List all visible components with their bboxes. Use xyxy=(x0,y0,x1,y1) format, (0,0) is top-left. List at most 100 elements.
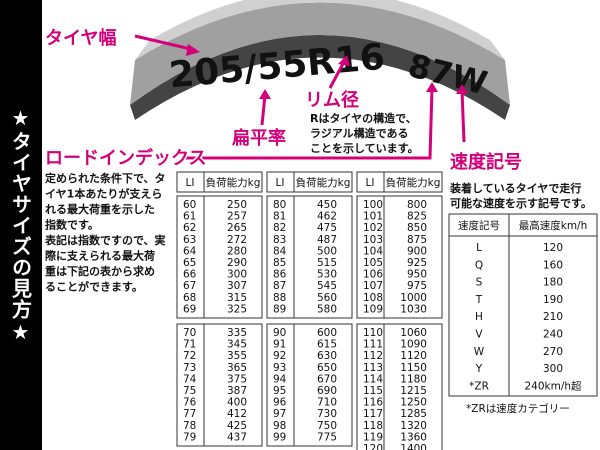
load-capacity: 690 xyxy=(317,385,337,397)
speed-symbol: V xyxy=(475,329,483,341)
load-capacity: 825 xyxy=(407,211,427,223)
load-index: 97 xyxy=(273,408,286,420)
table-block xyxy=(266,323,353,447)
load-capacity: 437 xyxy=(227,431,247,443)
load-capacity: 670 xyxy=(317,373,337,385)
load-index: 117 xyxy=(363,408,383,420)
load-capacity: 975 xyxy=(407,280,427,292)
load-index: 112 xyxy=(363,350,383,362)
load-index: 89 xyxy=(273,303,286,315)
max-speed: 240km/h超 xyxy=(524,379,582,392)
load-index: 68 xyxy=(183,292,196,304)
load-capacity: 850 xyxy=(407,222,427,234)
arrow-heads xyxy=(186,44,468,99)
load-capacity: 560 xyxy=(317,292,337,304)
load-index: 60 xyxy=(183,199,196,211)
load-index: 116 xyxy=(363,397,383,409)
load-index: 101 xyxy=(363,211,383,223)
load-capacity: 950 xyxy=(407,269,427,281)
load-index: 85 xyxy=(273,257,286,269)
side-title: ★タイヤサイズの見方★ xyxy=(0,0,42,450)
load-capacity: 300 xyxy=(227,269,247,281)
load-capacity: 1150 xyxy=(400,362,427,374)
load-index: 78 xyxy=(183,420,196,432)
label-width: タイヤ幅 xyxy=(45,27,116,49)
load-capacity: 775 xyxy=(317,431,337,443)
load-index: 102 xyxy=(363,222,383,234)
load-index: 77 xyxy=(183,408,196,420)
label-load-index: ロードインデックス xyxy=(45,147,206,169)
load-index: 95 xyxy=(273,385,286,397)
header-cell: LI xyxy=(276,177,285,189)
load-index: 73 xyxy=(183,362,196,374)
load-index: 80 xyxy=(273,199,286,211)
load-index: 81 xyxy=(273,211,286,223)
arrows xyxy=(134,34,466,160)
load-index: 83 xyxy=(273,234,286,246)
load-index: 69 xyxy=(183,303,196,315)
table-block xyxy=(356,195,443,319)
load-capacity: 290 xyxy=(227,257,247,269)
load-index: 98 xyxy=(273,420,286,432)
load-capacity: 1215 xyxy=(400,385,427,397)
load-capacity: 355 xyxy=(227,350,247,362)
load-capacity: 1030 xyxy=(400,303,427,315)
load-index: 115 xyxy=(363,385,383,397)
load-capacity: 1120 xyxy=(400,350,427,362)
load-index: 62 xyxy=(183,222,196,234)
load-capacity: 710 xyxy=(317,397,337,409)
speed-footnote: *ZRは速度カテゴリー xyxy=(466,402,570,415)
load-index: 100 xyxy=(363,199,383,211)
load-index: 92 xyxy=(273,350,286,362)
load-index: 91 xyxy=(273,339,286,351)
load-capacity: 900 xyxy=(407,245,427,257)
load-capacity: 580 xyxy=(317,303,337,315)
load-index: 104 xyxy=(363,245,383,257)
tire-sidewall xyxy=(130,35,510,120)
load-capacity: 750 xyxy=(317,420,337,432)
speed-symbol: *ZR xyxy=(469,380,489,392)
tire-tread xyxy=(135,0,505,60)
load-index: 67 xyxy=(183,280,196,292)
load-capacity: 1180 xyxy=(400,373,427,385)
load-index: 114 xyxy=(363,373,383,385)
load-capacity: 1090 xyxy=(400,339,427,351)
load-index: 88 xyxy=(273,292,286,304)
load-index: 75 xyxy=(183,385,196,397)
load-index: 63 xyxy=(183,234,196,246)
load-index: 105 xyxy=(363,257,383,269)
load-capacity: 1250 xyxy=(400,397,427,409)
load-capacity: 400 xyxy=(227,397,247,409)
speed-note: 可能な速度を示す記号です。 xyxy=(450,196,592,210)
header-cell: 負荷能力kg xyxy=(296,176,351,189)
speed-symbol: Q xyxy=(475,259,483,271)
table-header-box xyxy=(356,171,443,193)
header-cell: LI xyxy=(366,177,375,189)
load-note: れる最大荷重を示した xyxy=(45,202,155,216)
load-capacity: 450 xyxy=(317,199,337,211)
rim-note: ラジアル構造である xyxy=(310,126,409,140)
load-index: 61 xyxy=(183,211,196,223)
table-block xyxy=(176,195,263,319)
speed-symbol: S xyxy=(476,277,483,289)
load-index: 87 xyxy=(273,280,286,292)
load-note: 指数です。 xyxy=(45,218,99,232)
header-cell: 最高速度km/h xyxy=(519,219,588,232)
load-capacity: 335 xyxy=(227,327,247,339)
label-rim: リム径 xyxy=(305,89,359,111)
load-capacity: 1060 xyxy=(400,327,427,339)
load-note: 重は下記の表から求め xyxy=(45,264,155,278)
max-speed: 120 xyxy=(543,242,563,254)
load-capacity: 1400 xyxy=(400,443,427,450)
load-index: 65 xyxy=(183,257,196,269)
load-capacity: 257 xyxy=(227,211,247,223)
table-header-box xyxy=(176,171,263,193)
table-header-box xyxy=(266,171,353,193)
load-capacity: 280 xyxy=(227,245,247,257)
load-index: 119 xyxy=(363,431,383,443)
load-capacity: 265 xyxy=(227,222,247,234)
load-index: 72 xyxy=(183,350,196,362)
load-note: 定められた条件下で、タ xyxy=(45,171,166,185)
table-block xyxy=(356,323,443,450)
